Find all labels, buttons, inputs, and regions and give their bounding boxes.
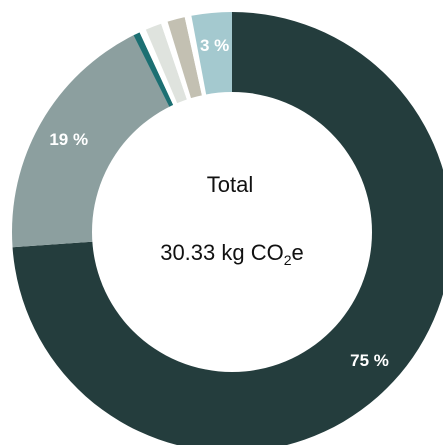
total-number: 30.33: [160, 240, 215, 265]
slice-label-1: 75 %: [350, 351, 389, 370]
total-unit-suffix: e: [292, 240, 304, 265]
slice-label-2: 19 %: [49, 130, 88, 149]
total-unit-subscript: 2: [284, 252, 292, 268]
slice-label-group: 75 % 19 % 3 %: [49, 36, 389, 370]
total-unit-prefix: kg CO: [221, 240, 283, 265]
donut-hole: [92, 92, 372, 372]
donut-slice-1: [12, 12, 443, 445]
slice-label-9: 3 %: [200, 36, 229, 55]
center-title: Total: [207, 172, 253, 197]
center-total-value: 30.33 kg CO2e: [160, 240, 304, 268]
